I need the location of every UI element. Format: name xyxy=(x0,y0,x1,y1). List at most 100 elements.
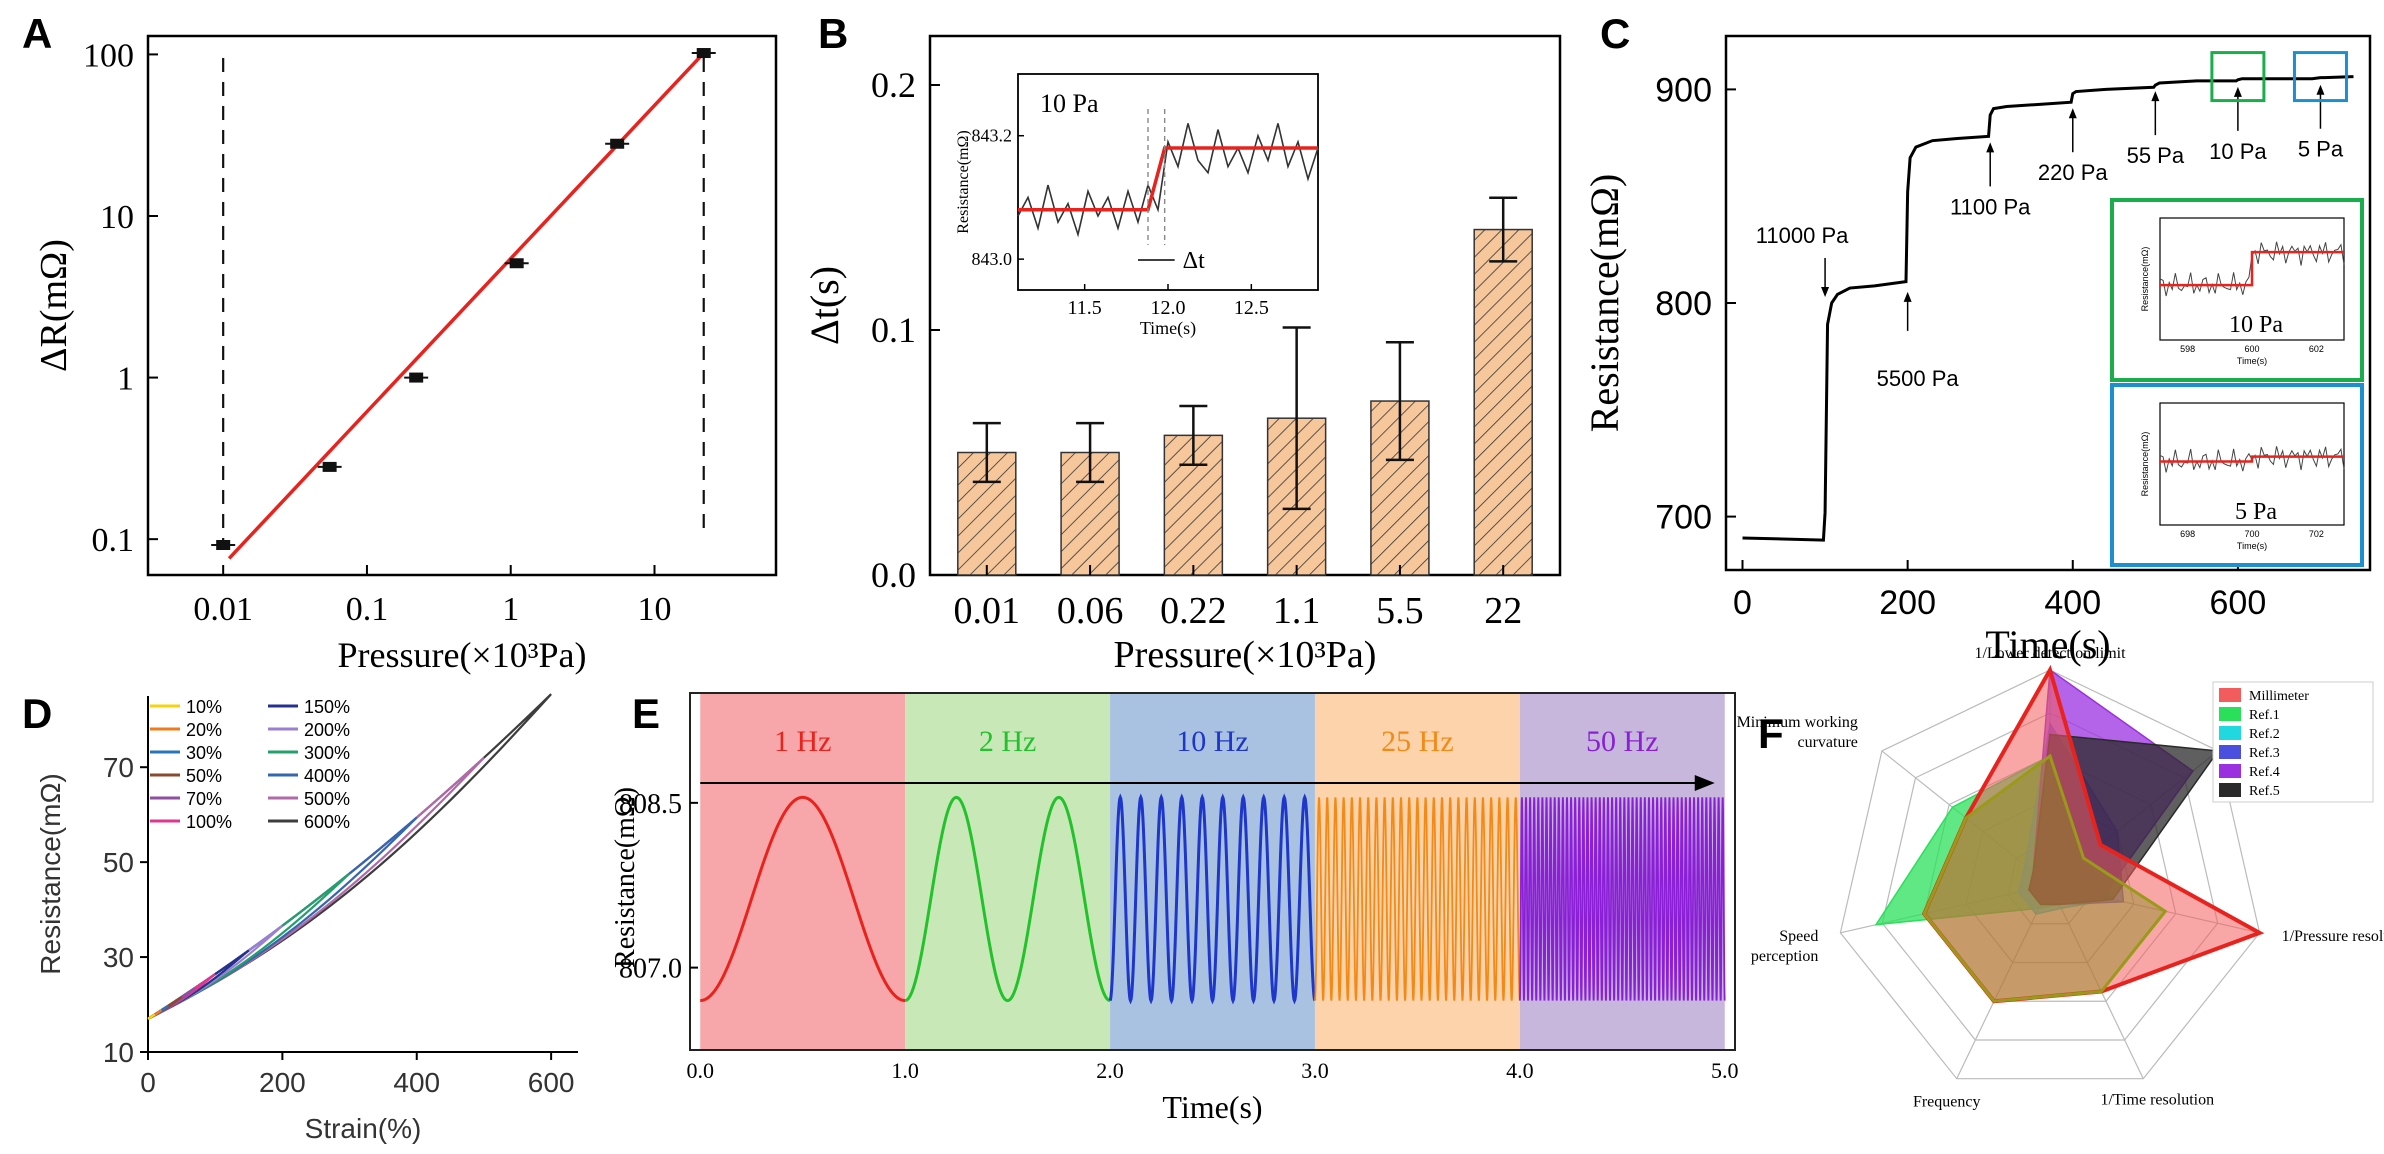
radar-axis-label: Speed xyxy=(1779,928,1818,945)
annotation-arrowhead xyxy=(1903,291,1912,302)
inset-x-tick-label: 12.0 xyxy=(1151,297,1186,319)
inset-label: 5 Pa xyxy=(2235,499,2277,525)
y-tick-label: 70 xyxy=(103,752,134,783)
legend-label: 400% xyxy=(304,766,350,786)
legend-label: 200% xyxy=(304,720,350,740)
y-tick-label: 0.1 xyxy=(871,310,916,350)
signal-trace xyxy=(1108,793,1317,1005)
annotation-label: 220 Pa xyxy=(2038,160,2108,185)
plot-frame xyxy=(928,34,1562,577)
annotation-label: 5500 Pa xyxy=(1877,366,1960,391)
legend-label: 30% xyxy=(186,743,222,763)
time-arrowhead xyxy=(1694,775,1715,791)
y-tick-label: 700 xyxy=(1655,499,1712,537)
y-tick-label: 0.2 xyxy=(871,65,916,105)
x-tick-label: 1.0 xyxy=(891,1058,919,1083)
annotation-label: 10 Pa xyxy=(2209,139,2267,164)
inset-x-tick-label: 11.5 xyxy=(1068,297,1102,319)
radar-axis-label: Minimum working xyxy=(1737,714,1858,731)
annotation-arrowhead xyxy=(2068,108,2077,119)
x-tick-label: 1 xyxy=(502,591,519,628)
legend-label: 150% xyxy=(304,697,350,717)
x-tick-label: 0.01 xyxy=(954,590,1021,632)
x-tick-label: 600 xyxy=(528,1067,575,1098)
frequency-band xyxy=(905,693,1111,1050)
panel-label-d: D xyxy=(22,690,52,737)
signal-trace xyxy=(700,795,906,1003)
legend-label: 600% xyxy=(304,812,350,832)
x-axis-label: Pressure(×10³Pa) xyxy=(1114,634,1377,676)
inset-y-tick-label: 843.2 xyxy=(972,126,1013,146)
inset-x-tick-label: 12.5 xyxy=(1234,297,1269,319)
y-tick-label: 0.1 xyxy=(92,522,135,559)
panel-label-c: C xyxy=(1600,10,1630,57)
x-tick-label: 5.0 xyxy=(1711,1058,1739,1083)
frequency-band xyxy=(700,693,906,1050)
plot-frame xyxy=(689,692,1736,1051)
annotation-arrowhead xyxy=(2316,84,2325,95)
annotation-arrowhead xyxy=(2151,91,2160,102)
radar-axis-label: curvature xyxy=(1798,734,1858,751)
y-tick-label: 1 xyxy=(117,361,134,398)
legend-label: 100% xyxy=(186,812,232,832)
x-tick-label: 4.0 xyxy=(1506,1058,1534,1083)
panel-e-chart: 1 Hz 2 Hz 10 Hz 25 Hz 50 Hz 0.0 1.0 2.0 3.0 4.0 5.… xyxy=(610,692,1739,1125)
y-tick-label: 900 xyxy=(1655,71,1712,109)
annotation-arrowhead xyxy=(2233,86,2242,97)
y-tick-label: 30 xyxy=(103,942,134,973)
y-axis-label: ΔR(mΩ) xyxy=(33,239,75,372)
x-tick-label: 3.0 xyxy=(1301,1058,1329,1083)
y-tick-label: 0.0 xyxy=(871,555,916,595)
x-tick-label: 400 xyxy=(2044,584,2101,622)
x-tick-label: 0.01 xyxy=(193,591,253,628)
panel-c-chart: 0 200 400 600 700 800 900 Time(s) Resistance(mΩ)… xyxy=(1582,34,2372,667)
signal-trace xyxy=(904,795,1111,1003)
inset-x-axis-label: Time(s) xyxy=(1140,318,1196,339)
inset-x-tick-label: 702 xyxy=(2309,529,2324,539)
legend-label: Ref.1 xyxy=(2249,708,2280,723)
y-tick-label: 10 xyxy=(103,1037,134,1068)
x-tick-label: 200 xyxy=(259,1067,306,1098)
panel-f-chart: 1/Lower detection limitSensing orderof m… xyxy=(1737,645,2384,1111)
legend-swatch xyxy=(2219,688,2241,702)
signal-trace xyxy=(1314,797,1521,1001)
annotation-label: 1100 Pa xyxy=(1950,194,2031,219)
legend-label: 70% xyxy=(186,789,222,809)
legend-label: Ref.4 xyxy=(2249,765,2280,780)
panel-a-chart: 0.01 0.1 1 10 0.1 1 10 100 Pressure(×10³Pa) ΔR(mΩ… xyxy=(33,34,778,675)
strain-curve xyxy=(147,872,351,1020)
highlight-5pa xyxy=(2292,51,2348,103)
legend-label: 20% xyxy=(186,720,222,740)
inset-x-tick-label: 700 xyxy=(2244,529,2259,539)
annotation-arrowhead xyxy=(1821,287,1830,297)
legend-label: Ref.3 xyxy=(2249,746,2280,761)
inset-x-tick-label: 598 xyxy=(2180,344,2195,354)
inset-delta-label: Δt xyxy=(1183,248,1205,274)
inset-border xyxy=(2110,383,2364,567)
frequency-label: 25 Hz xyxy=(1381,725,1453,758)
frequency-label: 10 Hz xyxy=(1176,725,1248,758)
x-axis-label: Pressure(×10³Pa) xyxy=(337,635,586,675)
x-axis-label: Time(s) xyxy=(1162,1089,1262,1125)
y-tick-label: 800 xyxy=(1655,285,1712,323)
annotation-label: 55 Pa xyxy=(2127,143,2185,168)
inset-y-axis-label: Resistance(mΩ) xyxy=(2140,247,2150,312)
x-tick-label: 22 xyxy=(1484,590,1522,632)
resistance-curve xyxy=(1742,75,2354,542)
x-tick-label: 0.06 xyxy=(1057,590,1124,632)
y-axis-label: Resistance(mΩ) xyxy=(610,787,641,968)
inset-y-tick-label: 843.0 xyxy=(972,249,1013,269)
x-tick-label: 0.0 xyxy=(686,1058,714,1083)
annotation-arrowhead xyxy=(1986,142,1995,153)
radar-axis-label: Frequency xyxy=(1913,1094,1981,1111)
strain-curve xyxy=(147,1013,156,1020)
inset-x-tick-label: 698 xyxy=(2180,529,2195,539)
legend-swatch xyxy=(2219,707,2241,721)
inset-x-tick-label: 600 xyxy=(2244,344,2259,354)
annotation-label: 5 Pa xyxy=(2298,137,2344,162)
inset-step-fit xyxy=(2160,455,2344,463)
legend-label: Millimeter xyxy=(2249,689,2309,704)
x-tick-label: 5.5 xyxy=(1376,590,1424,632)
x-tick-label: 200 xyxy=(1879,584,1936,622)
